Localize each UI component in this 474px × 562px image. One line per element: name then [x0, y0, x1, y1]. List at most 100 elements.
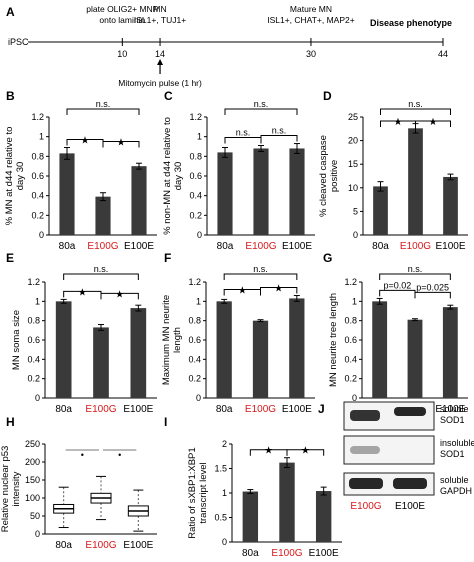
y-tick-label: 1	[39, 132, 44, 142]
y-axis-label: Relative nuclear p53	[0, 446, 11, 533]
y-tick-label: 200	[25, 457, 40, 467]
y-axis-label: day 30	[15, 162, 26, 191]
blot-row-label: soluble	[440, 475, 469, 485]
y-tick-label: 0.5	[214, 513, 227, 523]
panel-j-blot: J solubleSOD1insolubleSOD1solubleGAPDHE1…	[318, 401, 474, 512]
significance-label: ★	[78, 287, 87, 298]
significance-label: ★	[274, 284, 283, 295]
panel-c-letter: C	[164, 89, 173, 103]
significance-label: ★	[264, 446, 273, 457]
y-axis-label: transcript level	[198, 462, 209, 523]
blot-band	[394, 407, 426, 416]
significance-label: ★	[117, 137, 126, 148]
y-tick-label: 0.8	[189, 151, 202, 161]
significance-bracket	[100, 292, 139, 300]
y-tick-label: 1.5	[214, 464, 227, 474]
significance-bracket	[260, 287, 298, 294]
blot-band	[350, 446, 380, 454]
y-tick-label: 1	[196, 296, 201, 306]
bar	[408, 128, 423, 235]
y-tick-label: 0	[35, 529, 40, 539]
significance-bracket	[286, 449, 325, 456]
y-tick-label: 0.2	[189, 210, 202, 220]
blot-band	[393, 478, 427, 489]
y-axis-label: intensity	[11, 471, 22, 506]
significance-label: ★	[301, 446, 310, 457]
blot-row-label: GAPDH	[440, 486, 472, 496]
x-category-label: 80a	[55, 404, 72, 415]
y-tick-label: 0.8	[188, 316, 201, 326]
bar	[372, 301, 388, 398]
panel-c-chart: C 0 0.2 0.4 0.6 0.8 1 1.2 % non-MN at d44 relati…	[162, 89, 315, 252]
bar	[279, 462, 295, 542]
y-axis-label: MN soma size	[11, 310, 22, 370]
bar	[289, 148, 305, 235]
y-tick-label: 0.6	[27, 335, 40, 345]
y-axis-label: % non-MN at d44 relative to	[162, 117, 173, 235]
significance-label: n.s.	[408, 264, 423, 274]
y-tick-label: 0.4	[189, 191, 202, 201]
significance-label: •	[81, 450, 84, 460]
y-axis-label: Maximum MN neurite	[161, 295, 172, 385]
blot-lane-label: E100E	[395, 501, 425, 512]
significance-label: ★	[429, 117, 438, 128]
significance-bracket	[102, 140, 140, 148]
significance-bracket	[66, 108, 140, 115]
y-tick-label: 1.2	[188, 277, 201, 287]
y-axis-label: positive	[329, 160, 340, 192]
panel-f-letter: F	[164, 251, 171, 265]
significance-bracket	[224, 108, 298, 115]
y-tick-label: 0.6	[31, 171, 44, 181]
significance-label: ★	[81, 135, 90, 146]
bar	[93, 327, 109, 398]
x-category-label: E100G	[245, 404, 276, 415]
y-axis-label: Ratio of sXBP1:XBP1	[187, 447, 198, 538]
y-tick-label: 150	[25, 475, 40, 485]
blot-band	[349, 478, 383, 489]
panel-f-chart: F 0 0.2 0.4 0.6 0.8 1 1.2 Maximum MN neurite leng…	[161, 251, 315, 415]
bar	[217, 152, 233, 235]
bar	[242, 491, 259, 542]
bar	[442, 307, 458, 398]
y-tick-label: 0.6	[189, 171, 202, 181]
y-tick-label: 1.2	[27, 277, 40, 287]
panel-i-chart: I 0 0.5 1 1.5 2 Ratio of sXBP1:XBP1 transcript …	[164, 415, 342, 559]
y-tick-label: 2	[222, 439, 227, 449]
panel-g-letter: G	[323, 251, 332, 265]
bar	[407, 319, 423, 398]
panel-d-chart: D 0 5 10 15 20 25 % cleaved caspase positive 80a E…	[318, 89, 468, 252]
y-tick-label: 1.2	[344, 277, 357, 287]
x-category-label: 80a	[372, 241, 389, 252]
y-tick-label: 0.8	[31, 151, 44, 161]
x-category-label: E100G	[400, 241, 431, 252]
x-category-label: 80a	[217, 241, 234, 252]
significance-label: n.s.	[94, 264, 109, 274]
x-category-label: 80a	[59, 241, 76, 252]
y-tick-label: 0.4	[188, 354, 201, 364]
panel-d-letter: D	[323, 89, 332, 103]
y-tick-label: 0	[353, 230, 358, 240]
timeline-day-label-44: 44	[438, 49, 448, 59]
significance-label: n.s.	[408, 99, 423, 109]
significance-bracket	[63, 273, 139, 280]
y-tick-label: 20	[348, 136, 358, 146]
panel-e-letter: E	[6, 251, 14, 265]
x-category-label: E100G	[85, 404, 116, 415]
x-category-label: 80a	[242, 548, 259, 559]
significance-bracket	[414, 291, 451, 299]
significance-label: p=0.025	[416, 282, 449, 292]
panel-j-letter: J	[318, 402, 325, 416]
blot-panel	[343, 435, 435, 465]
y-tick-label: 0.8	[27, 316, 40, 326]
y-tick-label: 25	[348, 112, 358, 122]
significance-bracket	[260, 135, 298, 142]
bar	[252, 320, 269, 398]
panel-b-chart: B 0 0.2 0.4 0.6 0.8 1 1.2 % MN at d44 relative t…	[4, 89, 157, 252]
x-category-label: 80a	[216, 404, 233, 415]
y-tick-label: 0.4	[31, 191, 44, 201]
significance-bracket	[380, 108, 451, 115]
bar	[95, 196, 111, 235]
mitomycin-label: Mitomycin pulse (1 hr)	[118, 78, 202, 88]
